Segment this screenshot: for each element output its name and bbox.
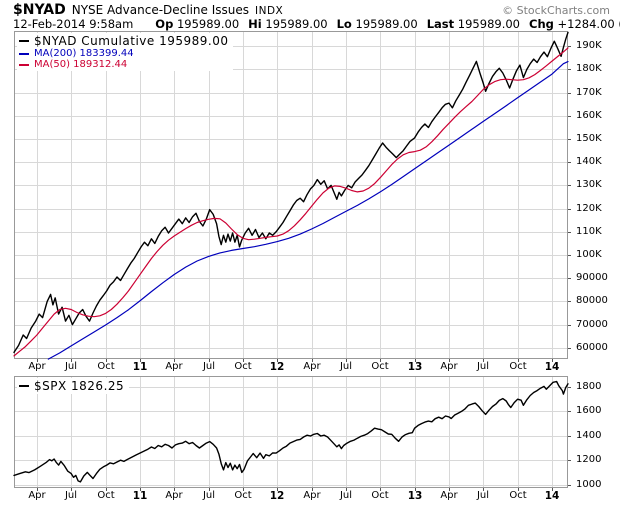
y-axis-label: 1400: [576, 430, 602, 441]
exchange-label: INDX: [255, 5, 284, 17]
ma50-line-swatch: [19, 63, 29, 66]
x-axis-label: 14: [544, 490, 560, 502]
x-axis-label: 12: [269, 361, 285, 373]
y-axis-label: 100K: [576, 249, 602, 260]
legend-item-ma200: MA(200) 183399.44: [19, 48, 228, 59]
x-axis-label: Jul: [476, 490, 490, 501]
main-chart-plot: [13, 31, 571, 362]
y-axis-label: 190K: [576, 40, 602, 51]
quote-datetime: 12-Feb-2014 9:58am: [13, 17, 134, 31]
x-axis-label: 13: [407, 490, 423, 502]
legend-item-price: $NYAD Cumulative 195989.00: [19, 34, 228, 48]
spx-chart-plot: [13, 376, 571, 491]
x-axis-label: Apr: [440, 361, 458, 372]
quote-last: Last 195989.00: [426, 17, 520, 31]
spx-chart-legend: $SPX 1826.25: [17, 378, 130, 394]
instrument-name: NYSE Advance-Decline Issues: [71, 3, 249, 17]
y-axis-label: 60000: [576, 342, 608, 353]
main-chart-legend: $NYAD Cumulative 195989.00 MA(200) 18339…: [17, 33, 234, 71]
y-axis-label: 80000: [576, 295, 608, 306]
ma200-line-swatch: [19, 52, 29, 55]
quote-bar: 12-Feb-2014 9:58am Op 195989.00 Hi 19598…: [13, 17, 620, 31]
price-line-swatch: [19, 40, 29, 42]
x-axis-label: Oct: [371, 361, 389, 372]
x-axis-label: Oct: [509, 490, 527, 501]
y-axis-label: 180K: [576, 63, 602, 74]
y-axis-label: 1800: [576, 381, 602, 392]
x-axis-label: Oct: [97, 361, 115, 372]
spx-line-swatch: [19, 385, 29, 387]
legend-item-ma50: MA(50) 189312.44: [19, 59, 228, 70]
y-axis-label: 1600: [576, 405, 602, 416]
x-axis-label: Apr: [28, 490, 46, 501]
x-axis-label: 11: [132, 361, 148, 373]
x-axis-label: 14: [544, 361, 560, 373]
x-axis-label: 12: [269, 490, 285, 502]
quote-high: Hi 195989.00: [248, 17, 328, 31]
x-axis-label: Apr: [28, 361, 46, 372]
x-axis-label: Apr: [165, 361, 183, 372]
y-axis-label: 70000: [576, 319, 608, 330]
y-axis-label: 150K: [576, 133, 602, 144]
x-axis-label: Jul: [64, 361, 78, 372]
x-axis-label: Apr: [303, 361, 321, 372]
y-axis-label: 90000: [576, 272, 608, 283]
x-axis-label: Jul: [339, 490, 353, 501]
x-axis-label: Jul: [202, 361, 216, 372]
ticker-symbol: $NYAD: [13, 2, 66, 18]
y-axis-label: 170K: [576, 87, 602, 98]
quote-open: Op 195989.00: [155, 17, 240, 31]
quote-change: Chg +1284.00 (+0.66%)▲: [529, 17, 620, 31]
x-axis-label: Apr: [165, 490, 183, 501]
x-axis-label: Oct: [234, 490, 252, 501]
legend-item-spx: $SPX 1826.25: [19, 379, 124, 393]
chart-header: $NYAD NYSE Advance-Decline Issues INDX: [13, 2, 283, 18]
stockcharts-watermark: © StockCharts.com: [502, 4, 610, 17]
y-axis-label: 110K: [576, 226, 602, 237]
x-axis-label: Jul: [202, 490, 216, 501]
x-axis-label: Jul: [64, 490, 78, 501]
y-axis-label: 1200: [576, 454, 602, 465]
y-axis-label: 1000: [576, 479, 602, 490]
x-axis-label: Oct: [234, 361, 252, 372]
x-axis-label: Apr: [303, 490, 321, 501]
x-axis-label: 11: [132, 490, 148, 502]
x-axis-label: Oct: [97, 490, 115, 501]
x-axis-label: Oct: [509, 361, 527, 372]
quote-low: Lo 195989.00: [336, 17, 418, 31]
x-axis-label: Jul: [339, 361, 353, 372]
x-axis-label: 13: [407, 361, 423, 373]
x-axis-label: Jul: [476, 361, 490, 372]
y-axis-label: 140K: [576, 156, 602, 167]
x-axis-label: Apr: [440, 490, 458, 501]
y-axis-label: 120K: [576, 203, 602, 214]
x-axis-label: Oct: [371, 490, 389, 501]
y-axis-label: 130K: [576, 179, 602, 190]
y-axis-label: 160K: [576, 110, 602, 121]
